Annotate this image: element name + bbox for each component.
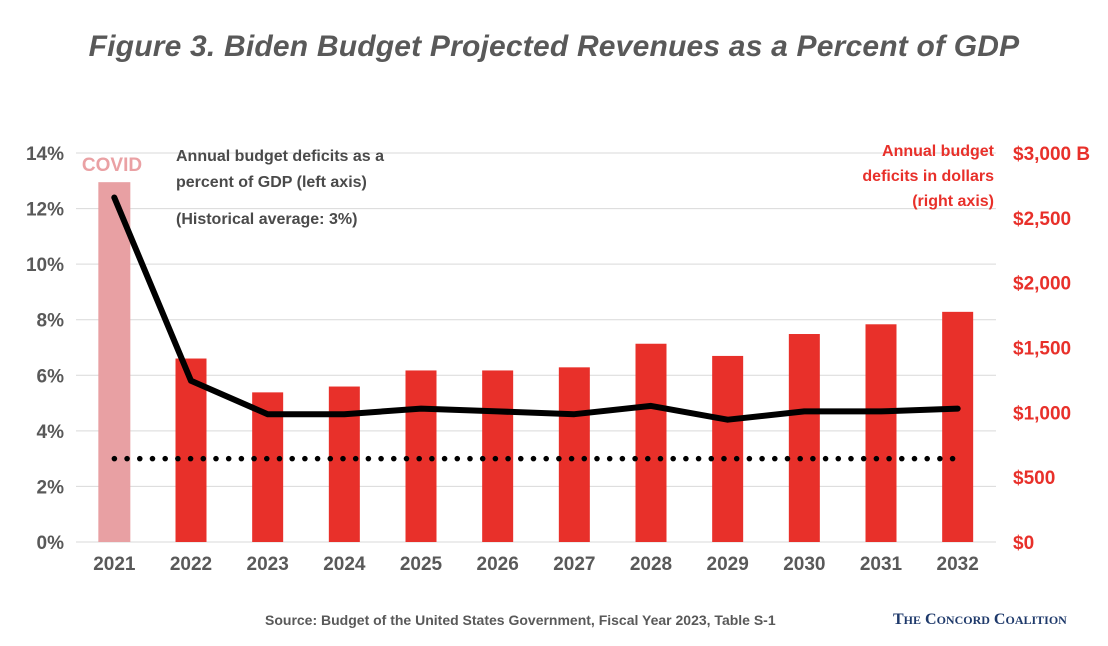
bar-label-line-1: Annual budget <box>882 143 995 160</box>
x-tick-label: 2027 <box>553 554 595 575</box>
bar-2031 <box>865 324 897 542</box>
right-tick-label: $2,000 <box>1013 274 1071 295</box>
x-tick-label: 2022 <box>170 554 212 575</box>
source-note: Source: Budget of the United States Gove… <box>265 612 776 628</box>
x-tick-label: 2026 <box>477 554 519 575</box>
bar-label-line-2: deficits in dollars <box>862 168 994 185</box>
right-tick-label: $3,000 B <box>1013 144 1090 165</box>
line-label-line-1: Annual budget deficits as a <box>176 148 384 165</box>
deficit-percent-line <box>111 194 961 423</box>
right-tick-label: $0 <box>1013 533 1034 554</box>
bar-2032 <box>942 311 974 542</box>
left-tick-label: 10% <box>26 255 64 276</box>
line-series <box>111 194 961 423</box>
x-axis: 2021 2022 2023 2024 2025 2026 2027 2028 2029 2030… <box>93 554 979 575</box>
bar-2023 <box>252 392 284 542</box>
bar-2022 <box>175 358 207 542</box>
line-label-line-2: percent of GDP (left axis) <box>176 174 367 191</box>
right-tick-label: $1,500 <box>1013 339 1071 360</box>
left-tick-label: 4% <box>37 422 65 443</box>
x-tick-label: 2024 <box>323 554 366 575</box>
x-tick-label: 2023 <box>247 554 289 575</box>
annotations: COVID Annual budget deficits as a percen… <box>82 143 995 228</box>
bar-2024 <box>328 386 360 542</box>
x-tick-label: 2030 <box>783 554 825 575</box>
x-tick-label: 2031 <box>860 554 903 575</box>
right-tick-label: $500 <box>1013 468 1055 489</box>
x-tick-label: 2028 <box>630 554 672 575</box>
bar-2021 <box>98 182 131 543</box>
gridlines <box>76 152 996 543</box>
left-axis: 0% 2% 4% 6% 8% 10% 12% 14% <box>26 144 64 554</box>
left-tick-label: 6% <box>37 366 65 387</box>
historical-average-label: (Historical average: 3%) <box>176 211 357 228</box>
left-tick-label: 8% <box>37 311 65 332</box>
right-tick-label: $1,000 <box>1013 403 1071 424</box>
x-tick-label: 2032 <box>937 554 979 575</box>
bar-2028 <box>635 343 667 542</box>
x-tick-label: 2029 <box>707 554 749 575</box>
bar-2030 <box>788 334 820 542</box>
left-tick-label: 14% <box>26 144 64 165</box>
x-tick-label: 2025 <box>400 554 443 575</box>
bar-label-line-3: (right axis) <box>912 193 994 210</box>
bar-2027 <box>558 367 590 542</box>
x-tick-label: 2021 <box>93 554 136 575</box>
brand-logo: THE CONCORD COALITION <box>893 611 1067 628</box>
chart-title: Figure 3. Biden Budget Projected Revenue… <box>88 30 1020 63</box>
bar-2029 <box>712 355 744 542</box>
right-axis: $0 $500 $1,000 $1,500 $2,000 $2,500 $3,000 B <box>1013 144 1090 554</box>
left-tick-label: 0% <box>37 533 65 554</box>
bar-series <box>98 182 974 543</box>
left-tick-label: 2% <box>37 477 65 498</box>
covid-label: COVID <box>82 155 142 176</box>
right-tick-label: $2,500 <box>1013 209 1071 230</box>
left-tick-label: 12% <box>26 200 64 221</box>
